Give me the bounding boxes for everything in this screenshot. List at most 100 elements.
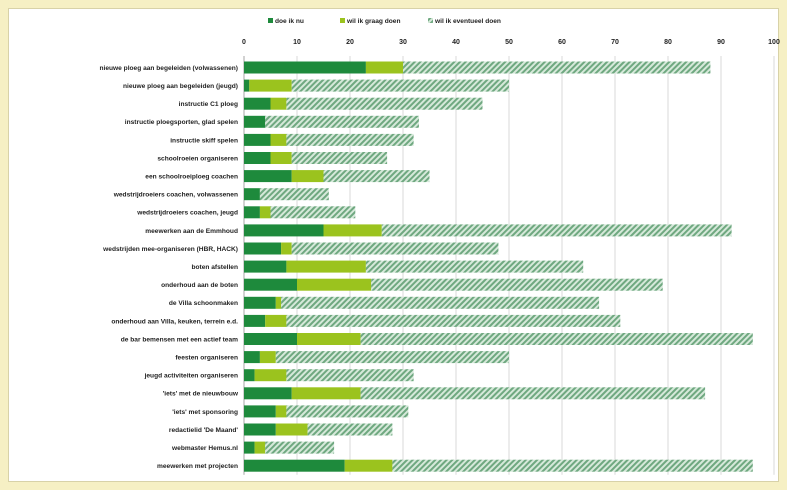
bar-segment — [365, 61, 403, 74]
category-label: onderhoud aan Villa, keuken, terrein e.d… — [111, 318, 238, 325]
bar-segment — [244, 459, 345, 472]
bar-segment — [344, 459, 393, 472]
category-label: nieuwe ploeg aan begeleiden (jeugd) — [123, 83, 238, 90]
category-label: een schoolroeiploeg coachen — [145, 174, 238, 181]
bar-segment — [286, 405, 409, 418]
bar-segment — [259, 206, 271, 219]
bar-segment — [291, 170, 324, 183]
bar-segment — [244, 133, 271, 146]
bar-segment — [286, 314, 621, 327]
bar-segment — [291, 242, 499, 255]
bar-segment — [297, 333, 361, 345]
legend-swatch — [340, 18, 345, 23]
category-label: boten afstellen — [191, 264, 238, 271]
bar-segment — [281, 242, 292, 255]
category-label: de bar bemensen met een actief team — [121, 336, 238, 343]
bar-segment — [286, 260, 366, 273]
bar-segment — [244, 61, 366, 74]
bar-segment — [244, 115, 266, 128]
category-label: wedstrijdroeiers coachen, volwassenen — [113, 192, 238, 199]
x-tick-label: 50 — [505, 39, 513, 46]
category-label: feesten organiseren — [175, 355, 238, 362]
bar-segment — [259, 188, 329, 201]
bar-segment — [244, 333, 297, 345]
bar-segment — [291, 387, 361, 400]
category-label: de Villa schoonmaken — [169, 300, 238, 307]
bar-segment — [244, 97, 271, 110]
category-label: redactielid 'De Maand' — [169, 427, 239, 434]
bar-segment — [244, 369, 255, 382]
bar-segment — [371, 278, 663, 291]
bar-segment — [291, 79, 509, 92]
bar-segment — [244, 387, 292, 400]
category-label: instructie C1 ploeg — [179, 101, 238, 108]
bar-segment — [360, 387, 706, 400]
bar-segment — [244, 170, 292, 183]
bar-segment — [270, 152, 292, 164]
legend-label: wil ik eventueel doen — [434, 18, 501, 25]
bar-segment — [244, 206, 260, 219]
category-label: jeugd activiteiten organiseren — [144, 373, 238, 380]
category-label: 'iets' met sponsoring — [172, 409, 238, 416]
bar-segment — [244, 188, 260, 201]
bar-segment — [275, 351, 509, 364]
bar-segment — [244, 79, 250, 92]
bar-segment — [244, 152, 271, 164]
category-label: wedstrijdroeiers coachen, jeugd — [136, 210, 238, 217]
bar-segment — [323, 224, 382, 237]
bar-segment — [291, 152, 388, 164]
bar-segment — [265, 441, 335, 454]
legend-label: doe ik nu — [275, 18, 304, 25]
bar-segment — [244, 224, 324, 237]
category-label: meewerken aan de Emmhoud — [145, 228, 238, 235]
bar-segment — [244, 351, 260, 364]
bar-segment — [244, 314, 266, 327]
bar-segment — [307, 423, 393, 436]
category-label: onderhoud aan de boten — [161, 282, 238, 289]
bar-segment — [244, 423, 276, 436]
bar-segment — [281, 296, 600, 309]
bar-segment — [244, 278, 297, 291]
bar-segment — [244, 441, 255, 454]
bar-segment — [286, 369, 414, 382]
bar-segment — [323, 170, 430, 183]
category-label: wedstrijden mee-organiseren (HBR, HACK) — [102, 246, 238, 253]
category-label: 'iets' met de nieuwbouw — [163, 391, 239, 398]
x-tick-label: 30 — [399, 39, 407, 46]
bar-segment — [275, 423, 308, 436]
category-label: nieuwe ploeg aan begeleiden (volwassenen… — [99, 65, 238, 72]
bar-segment — [270, 206, 356, 219]
bar-segment — [254, 441, 266, 454]
bar-segment — [244, 405, 276, 418]
legend-swatch — [268, 18, 273, 23]
bar-segment — [360, 333, 753, 345]
bar-segment — [403, 61, 711, 74]
bar-segment — [275, 296, 282, 309]
bar-segment — [244, 296, 276, 309]
bar-segment — [275, 405, 287, 418]
category-label: meewerken met projecten — [157, 463, 238, 470]
bar-segment — [392, 459, 753, 472]
legend-label: wil ik graag doen — [346, 18, 401, 25]
bar-segment — [365, 260, 584, 273]
x-tick-label: 90 — [717, 39, 725, 46]
x-tick-label: 70 — [611, 39, 619, 46]
x-tick-label: 100 — [768, 39, 780, 46]
bar-segment — [297, 278, 372, 291]
bar-segment — [286, 97, 483, 110]
bar-segment — [265, 115, 419, 128]
category-label: instructie ploegsporten, glad spelen — [125, 119, 238, 126]
bar-segment — [244, 260, 287, 273]
bar-segment — [265, 314, 287, 327]
category-label: instructie skiff spelen — [170, 137, 238, 144]
bar-segment — [244, 242, 282, 255]
bar-segment — [270, 97, 287, 110]
bar-segment — [249, 79, 292, 92]
x-tick-label: 60 — [558, 39, 566, 46]
bar-segment — [259, 351, 276, 364]
x-tick-label: 0 — [242, 39, 246, 46]
x-tick-label: 80 — [664, 39, 672, 46]
x-tick-label: 40 — [452, 39, 460, 46]
category-label: webmaster Hemus.nl — [171, 445, 238, 452]
